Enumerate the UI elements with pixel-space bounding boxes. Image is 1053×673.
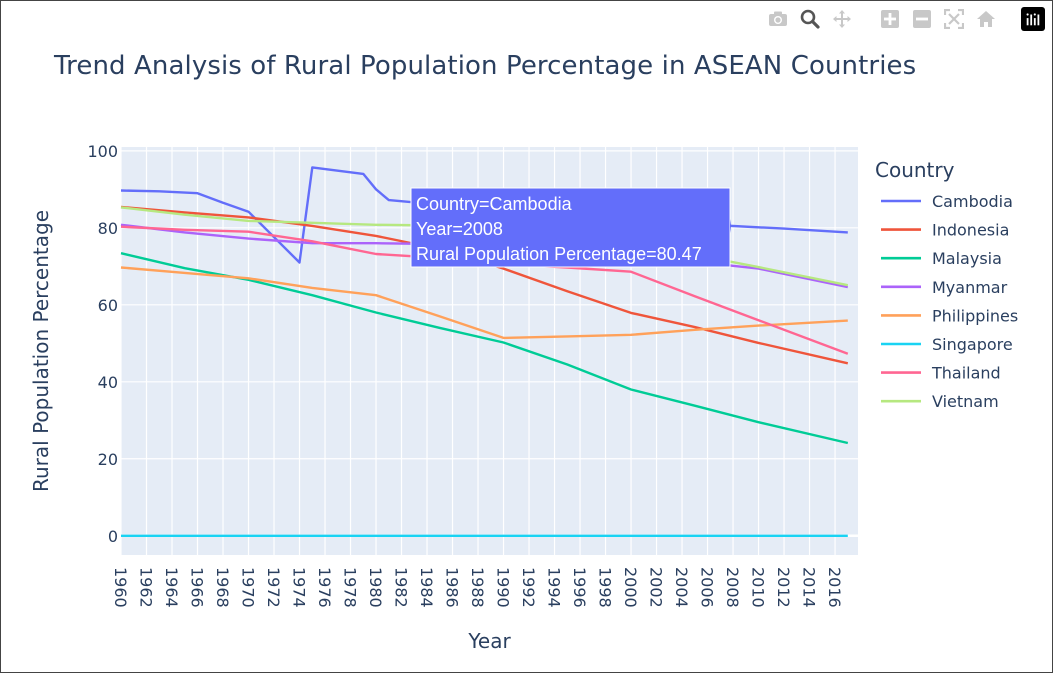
x-tick-label: 2016: [825, 567, 844, 608]
x-tick-label: 2010: [749, 567, 768, 608]
x-tick-label: 1962: [137, 567, 156, 608]
zoom-icon[interactable]: [797, 6, 823, 32]
x-axis-title: Year: [467, 629, 511, 653]
hover-arrow: [730, 219, 732, 234]
x-tick-label: 1978: [341, 567, 360, 608]
zoom-out-icon[interactable]: [909, 6, 935, 32]
legend-item-philippines[interactable]: Philippines: [932, 306, 1018, 325]
x-tick-label: 1998: [596, 567, 615, 608]
legend-item-vietnam[interactable]: Vietnam: [932, 392, 999, 411]
x-tick-label: 1960: [111, 567, 130, 608]
legend-item-myanmar[interactable]: Myanmar: [932, 278, 1008, 297]
modebar: [765, 6, 1045, 32]
x-tick-label: 1982: [392, 567, 411, 608]
x-tick-label: 1976: [315, 567, 334, 608]
pan-icon[interactable]: [829, 6, 855, 32]
x-tick-label: 1996: [570, 567, 589, 608]
x-tick-label: 2000: [621, 567, 640, 608]
x-tick-label: 1986: [443, 567, 462, 608]
x-tick-label: 2014: [800, 567, 819, 608]
y-tick-label: 20: [98, 450, 118, 469]
chart-title: Trend Analysis of Rural Population Perce…: [54, 51, 917, 81]
y-tick-label: 0: [108, 527, 118, 546]
x-tick-label: 1988: [468, 567, 487, 608]
x-tick-labels: 1960 1962 1964 1966 1968 1970 1972 1974 1976 1978…: [111, 567, 844, 608]
reset-axes-icon[interactable]: [973, 6, 999, 32]
legend-item-indonesia[interactable]: Indonesia: [932, 221, 1009, 240]
y-tick-labels: 0 20 40 60 80 100: [87, 142, 118, 546]
camera-icon[interactable]: [765, 6, 791, 32]
x-tick-label: 1974: [290, 567, 309, 608]
x-tick-label: 2012: [774, 567, 793, 608]
x-tick-label: 1990: [494, 567, 513, 608]
y-tick-label: 60: [98, 296, 118, 315]
plotly-logo-icon[interactable]: [1021, 7, 1045, 31]
autoscale-icon[interactable]: [941, 6, 967, 32]
legend-item-thailand[interactable]: Thailand: [931, 364, 1001, 383]
hover-line-year: Year=2008: [416, 219, 503, 239]
x-tick-label: 2006: [698, 567, 717, 608]
legend-title: Country: [875, 158, 955, 182]
hover-line-value: Rural Population Percentage=80.47: [416, 244, 702, 264]
zoom-in-icon[interactable]: [877, 6, 903, 32]
x-tick-label: 1972: [264, 567, 283, 608]
y-tick-label: 100: [87, 142, 118, 161]
hover-tooltip: Country=Cambodia Year=2008 Rural Populat…: [410, 187, 732, 268]
x-tick-label: 2002: [647, 567, 666, 608]
x-tick-label: 1968: [213, 567, 232, 608]
y-axis-title: Rural Population Percentage: [29, 210, 53, 492]
legend-item-cambodia[interactable]: Cambodia: [932, 192, 1013, 211]
y-tick-label: 80: [98, 219, 118, 238]
hover-line-country: Country=Cambodia: [416, 194, 573, 214]
x-tick-label: 1984: [417, 567, 436, 608]
x-tick-label: 1966: [188, 567, 207, 608]
x-tick-label: 1964: [162, 567, 181, 608]
legend: Country Cambodia Indonesia Malaysia Myanmar…: [875, 158, 1018, 411]
x-tick-label: 1970: [239, 567, 258, 608]
x-tick-label: 2004: [672, 567, 691, 608]
x-tick-label: 1994: [545, 567, 564, 608]
x-tick-label: 1992: [519, 567, 538, 608]
legend-item-malaysia[interactable]: Malaysia: [932, 249, 1002, 268]
hover-box: [410, 187, 731, 268]
x-tick-label: 1980: [366, 567, 385, 608]
x-gridlines: [120, 147, 836, 555]
legend-item-singapore[interactable]: Singapore: [932, 335, 1013, 354]
y-tick-label: 40: [98, 373, 118, 392]
series-line-philippines[interactable]: [120, 266, 848, 340]
x-tick-label: 2008: [723, 567, 742, 608]
